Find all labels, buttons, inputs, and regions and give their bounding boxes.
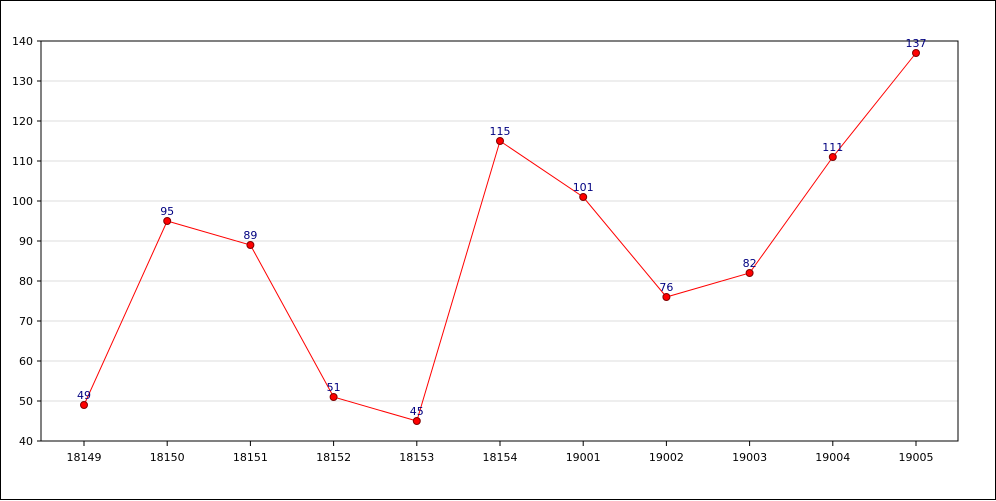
y-tick-label: 90	[19, 235, 33, 248]
data-label: 115	[490, 125, 511, 138]
data-label: 49	[77, 389, 91, 402]
x-tick-label: 18154	[483, 451, 518, 464]
data-label: 95	[160, 205, 174, 218]
data-point	[80, 401, 88, 409]
y-tick-label: 100	[12, 195, 33, 208]
data-label: 137	[906, 37, 927, 50]
data-point	[163, 217, 172, 225]
x-tick-label: 19001	[566, 451, 601, 464]
x-axis: 18149 18150 18151 18152 18153 18154 19001 19002…	[67, 441, 934, 464]
data-point	[912, 49, 920, 57]
x-tick-label: 18151	[233, 451, 268, 464]
data-label: 82	[743, 257, 757, 270]
y-tick-label: 70	[19, 315, 33, 328]
x-tick-label: 19002	[649, 451, 684, 464]
y-tick-label: 120	[12, 115, 33, 128]
data-point	[246, 241, 255, 249]
x-tick-label: 19003	[732, 451, 767, 464]
data-point	[329, 393, 338, 401]
x-tick-label: 18149	[67, 451, 102, 464]
data-label: 51	[327, 381, 341, 394]
y-tick-label: 140	[12, 35, 33, 48]
y-tick-label: 60	[19, 355, 33, 368]
y-axis: 40 50 60 70 80 90 100 110 120 130 140	[12, 35, 41, 448]
series-line	[83, 52, 917, 422]
x-tick-label: 18152	[316, 451, 351, 464]
y-tick-label: 110	[12, 155, 33, 168]
data-point	[579, 193, 588, 201]
data-label: 45	[410, 405, 424, 418]
y-tick-label: 40	[19, 435, 33, 448]
data-point	[496, 137, 504, 145]
x-tick-label: 19004	[815, 451, 850, 464]
data-labels: 49 95 89 51 45 115 101 76 82 111 137	[77, 37, 927, 418]
series-group	[80, 49, 920, 425]
data-point	[662, 293, 671, 301]
data-label: 76	[659, 281, 673, 294]
data-point	[745, 269, 754, 277]
y-tick-label: 130	[12, 75, 33, 88]
y-tick-label: 50	[19, 395, 33, 408]
y-tick-label: 80	[19, 275, 33, 288]
grid-lines	[41, 80, 958, 402]
x-tick-label: 19005	[899, 451, 934, 464]
data-label: 89	[243, 229, 257, 242]
data-label: 111	[822, 141, 843, 154]
data-point	[412, 417, 421, 425]
data-label: 101	[573, 181, 594, 194]
x-tick-label: 18150	[150, 451, 185, 464]
x-tick-label: 18153	[399, 451, 434, 464]
data-point	[828, 153, 837, 161]
